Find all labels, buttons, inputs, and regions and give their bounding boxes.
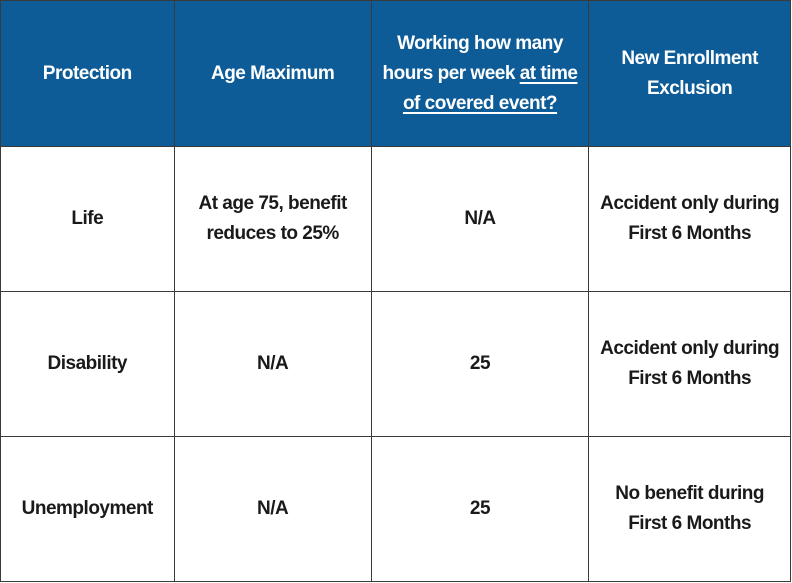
cell-exclusion: Accident only during First 6 Months — [588, 291, 791, 437]
cell-age-maximum: At age 75, benefit reduces to 25% — [173, 146, 372, 292]
cell-hours: 25 — [370, 291, 590, 437]
table-row: Unemployment N/A 25 No benefit during Fi… — [0, 436, 791, 582]
header-hours-line3-underlined: of covered event? — [402, 92, 558, 114]
cell-hours: 25 — [370, 436, 590, 582]
hours-value: 25 — [469, 353, 491, 374]
cell-protection: Disability — [0, 291, 175, 437]
cell-exclusion: No benefit during First 6 Months — [588, 436, 791, 582]
header-protection-label: Protection — [42, 62, 132, 84]
table-row: Disability N/A 25 Accident only during F… — [0, 291, 791, 437]
protection-label: Disability — [47, 353, 128, 374]
header-hours-line1: Working how many — [397, 32, 563, 54]
cell-protection: Unemployment — [0, 436, 175, 582]
cell-exclusion: Accident only during First 6 Months — [588, 146, 791, 292]
protection-label: Life — [71, 208, 104, 229]
exclusion-line2: First 6 Months — [628, 223, 752, 244]
exclusion-line1: Accident only during — [600, 338, 780, 359]
age-maximum-line1: At age 75, benefit — [198, 193, 347, 214]
header-age-maximum: Age Maximum — [173, 0, 372, 147]
exclusion-line2: First 6 Months — [628, 513, 752, 534]
protection-label: Unemployment — [21, 498, 154, 519]
age-maximum-value: N/A — [257, 498, 289, 519]
cell-hours: N/A — [370, 146, 590, 292]
exclusion-line2: First 6 Months — [628, 368, 752, 389]
header-hours-per-week: Working how many hours per week at time … — [370, 0, 590, 147]
header-new-enrollment-exclusion: New Enrollment Exclusion — [588, 0, 791, 147]
cell-age-maximum: N/A — [173, 436, 372, 582]
exclusion-line1: No benefit during — [615, 483, 764, 504]
exclusion-line1: Accident only during — [600, 193, 780, 214]
cell-age-maximum: N/A — [173, 291, 372, 437]
age-maximum-line2: reduces to 25% — [206, 223, 339, 244]
table-row: Life At age 75, benefit reduces to 25% N… — [0, 146, 791, 292]
header-hours-line2-plain: hours per week — [382, 62, 520, 84]
cell-protection: Life — [0, 146, 175, 292]
age-maximum-value: N/A — [257, 353, 289, 374]
hours-value: 25 — [469, 498, 491, 519]
header-age-maximum-label: Age Maximum — [210, 62, 335, 84]
header-row: Protection Age Maximum Working how many … — [0, 0, 791, 147]
header-protection: Protection — [0, 0, 175, 147]
header-exclusion-line1: New Enrollment — [621, 47, 758, 69]
header-hours-line2: hours per week at time — [382, 59, 579, 89]
hours-value: N/A — [464, 208, 496, 229]
header-exclusion-line2: Exclusion — [647, 77, 733, 99]
header-hours-line2-underlined: at time — [519, 62, 578, 84]
